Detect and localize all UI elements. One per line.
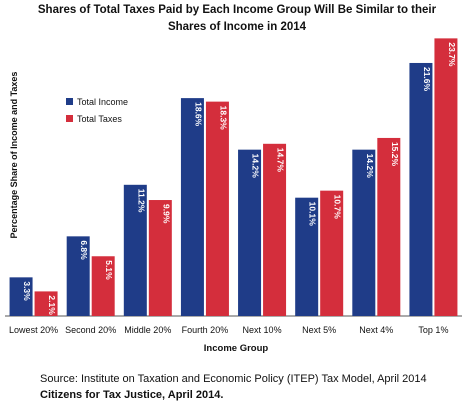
data-label: 21.6%	[422, 67, 432, 92]
source-note: Source: Institute on Taxation and Econom…	[40, 373, 427, 385]
data-label: 9.9%	[161, 204, 171, 224]
bar-taxes	[91, 256, 115, 316]
data-label: 15.2%	[390, 142, 400, 167]
x-tick-label: Fourth 20%	[182, 325, 229, 335]
bar-taxes	[320, 190, 344, 316]
bar-taxes	[148, 200, 172, 316]
data-label: 14.2%	[251, 154, 261, 179]
data-label: 18.3%	[218, 106, 228, 131]
data-label: 14.2%	[365, 154, 375, 179]
legend-swatch	[66, 115, 73, 122]
data-label: 18.6%	[193, 102, 203, 127]
bar-income	[238, 149, 262, 316]
x-tick-label: Next 5%	[302, 325, 336, 335]
x-tick-label: Next 10%	[243, 325, 282, 335]
x-axis-label: Income Group	[204, 343, 269, 354]
legend: Total Income Total Taxes	[66, 97, 128, 124]
x-tick-label: Second 20%	[65, 325, 116, 335]
bar-taxes	[434, 38, 458, 316]
data-label: 3.3%	[22, 281, 32, 301]
x-tick-label: Lowest 20%	[9, 325, 58, 335]
bar-taxes	[263, 143, 287, 316]
x-tick-label: Next 4%	[359, 325, 393, 335]
bar-income	[9, 277, 33, 316]
bar-income	[123, 184, 147, 316]
x-tick-label: Top 1%	[418, 325, 448, 335]
bar-taxes	[377, 137, 401, 316]
data-label: 23.7%	[447, 42, 457, 67]
legend-swatch	[66, 98, 73, 105]
bar-income	[66, 236, 90, 316]
data-label: 11.2%	[136, 189, 146, 213]
bars-group: 3.3% 2.1% Lowest 20% 6.8% 5.1% Second 20% 11.2…	[9, 38, 458, 335]
bar-taxes	[34, 291, 58, 316]
bar-income	[295, 197, 319, 316]
bar-income	[180, 98, 204, 316]
data-label: 10.7%	[333, 195, 343, 220]
chart-subtitle: Shares of Income in 2014	[167, 21, 307, 33]
y-axis-label: Percentage Share of Income and Taxes	[9, 72, 19, 239]
data-label: 14.7%	[276, 148, 286, 173]
legend-label: Total Income	[77, 97, 128, 107]
data-label: 2.1%	[47, 295, 57, 315]
x-tick-label: Middle 20%	[124, 325, 171, 335]
bar-taxes	[205, 101, 229, 316]
data-label: 5.1%	[104, 260, 114, 280]
bar-income	[352, 149, 376, 316]
data-label: 10.1%	[308, 202, 318, 227]
legend-label: Total Taxes	[77, 114, 122, 124]
citation-note: Citizens for Tax Justice, April 2014.	[40, 389, 224, 401]
chart-title: Shares of Total Taxes Paid by Each Incom…	[37, 4, 437, 16]
data-label: 6.8%	[79, 240, 89, 260]
bar-income	[409, 62, 433, 316]
